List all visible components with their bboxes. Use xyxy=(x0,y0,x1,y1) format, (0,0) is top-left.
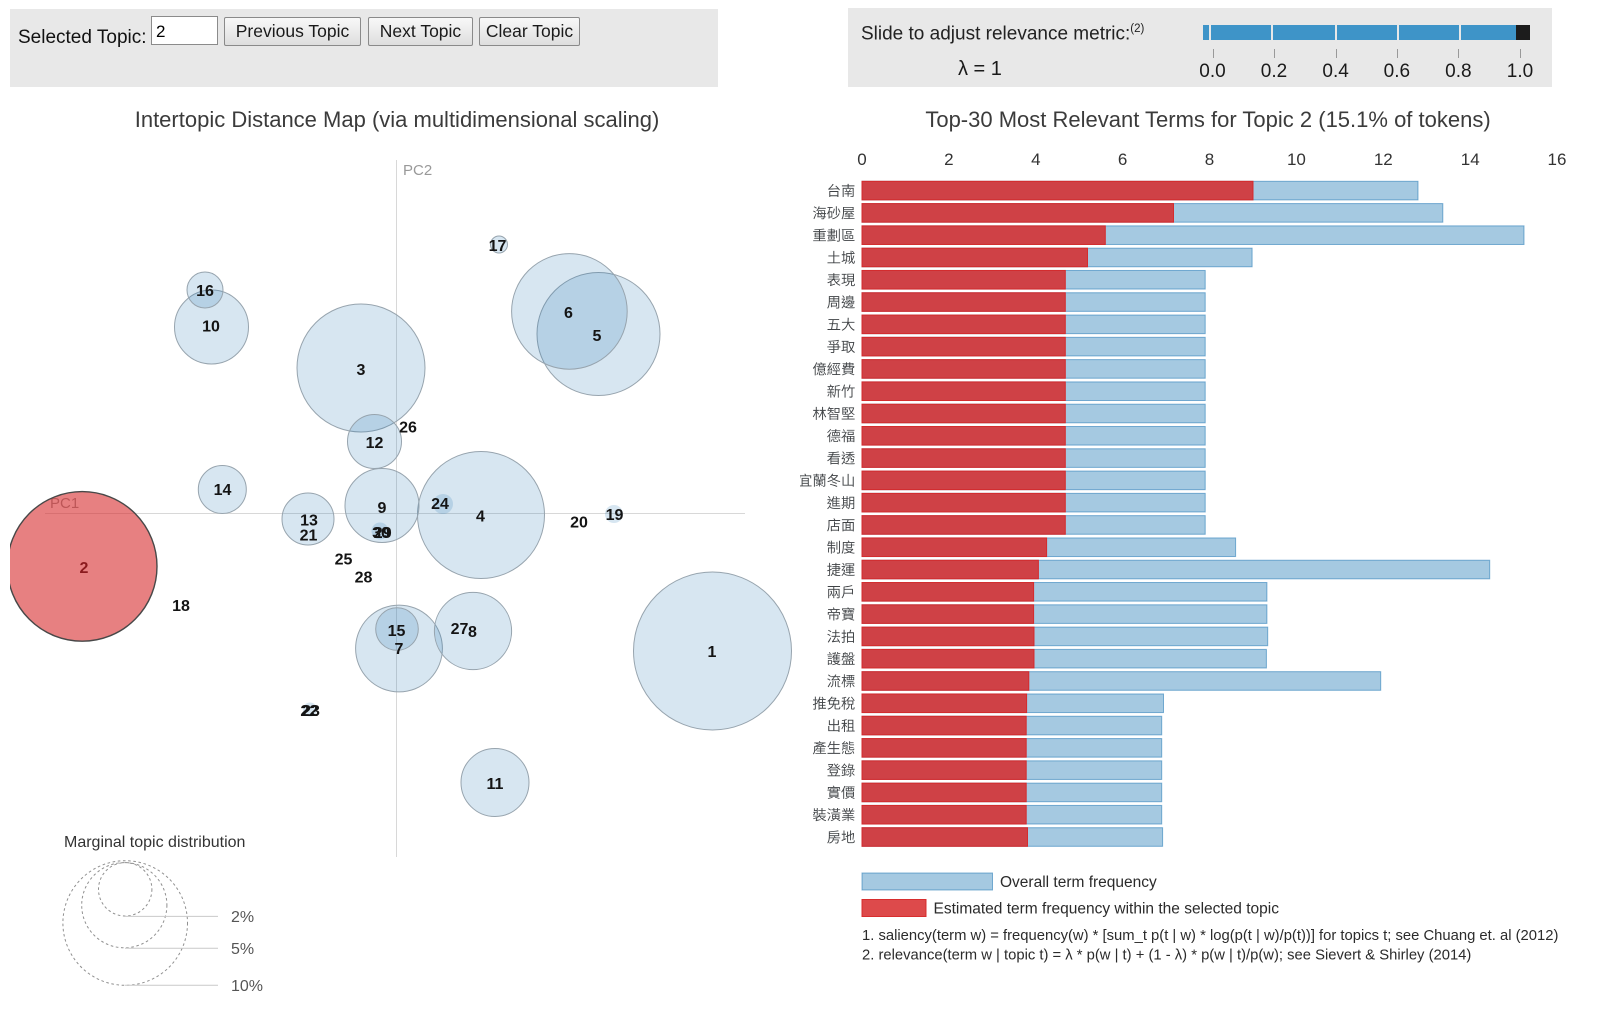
svg-text:6: 6 xyxy=(1118,150,1127,169)
svg-text:PC2: PC2 xyxy=(403,162,432,179)
svg-text:27: 27 xyxy=(451,621,469,638)
svg-text:8: 8 xyxy=(468,624,477,641)
svg-text:4: 4 xyxy=(476,509,485,526)
svg-text:10: 10 xyxy=(1287,150,1306,169)
svg-text:14: 14 xyxy=(1461,150,1480,169)
svg-text:16: 16 xyxy=(1548,150,1567,169)
svg-text:17: 17 xyxy=(489,238,507,255)
svg-text:29: 29 xyxy=(374,525,392,542)
svg-text:14: 14 xyxy=(214,482,232,499)
svg-text:20: 20 xyxy=(570,515,588,532)
svg-text:13: 13 xyxy=(300,513,318,530)
svg-text:15: 15 xyxy=(388,623,406,640)
svg-text:5%: 5% xyxy=(231,941,254,958)
svg-text:7: 7 xyxy=(395,641,404,658)
svg-text:24: 24 xyxy=(431,496,449,513)
svg-text:21: 21 xyxy=(300,528,318,545)
svg-text:12: 12 xyxy=(1374,150,1393,169)
svg-text:10: 10 xyxy=(202,319,220,336)
svg-text:Top-30 Most Relevant Terms for: Top-30 Most Relevant Terms for Topic 2 (… xyxy=(925,107,1490,132)
svg-text:2%: 2% xyxy=(231,909,254,926)
svg-text:Marginal topic distribution: Marginal topic distribution xyxy=(64,834,245,851)
svg-text:1. saliency(term w) = frequenc: 1. saliency(term w) = frequency(w) * [su… xyxy=(862,928,1558,944)
svg-text:0: 0 xyxy=(857,150,866,169)
svg-text:19: 19 xyxy=(606,507,624,524)
svg-text:Estimated term frequency withi: Estimated term frequency within the sele… xyxy=(934,901,1280,918)
svg-text:4: 4 xyxy=(1031,150,1040,169)
svg-text:26: 26 xyxy=(399,419,417,436)
svg-text:16: 16 xyxy=(196,283,214,300)
svg-text:18: 18 xyxy=(172,598,190,615)
svg-text:22: 22 xyxy=(300,703,318,720)
svg-text:6: 6 xyxy=(564,305,573,322)
svg-text:9: 9 xyxy=(378,500,387,517)
svg-text:2: 2 xyxy=(80,560,89,577)
svg-text:28: 28 xyxy=(355,570,373,587)
svg-text:11: 11 xyxy=(487,776,504,793)
svg-text:3: 3 xyxy=(357,362,366,379)
svg-text:10%: 10% xyxy=(231,978,263,995)
svg-text:12: 12 xyxy=(366,435,384,452)
svg-text:2. relevance(term w | topic t): 2. relevance(term w | topic t) = λ * p(w… xyxy=(862,948,1471,964)
svg-text:1: 1 xyxy=(708,644,717,661)
svg-text:30: 30 xyxy=(372,525,390,542)
svg-text:25: 25 xyxy=(335,552,353,569)
svg-text:Intertopic Distance Map (via m: Intertopic Distance Map (via multidimens… xyxy=(135,107,660,132)
svg-text:5: 5 xyxy=(593,328,602,345)
svg-text:8: 8 xyxy=(1205,150,1214,169)
svg-text:Overall term frequency: Overall term frequency xyxy=(1000,874,1157,891)
svg-text:2: 2 xyxy=(944,150,953,169)
svg-text:23: 23 xyxy=(302,703,320,720)
